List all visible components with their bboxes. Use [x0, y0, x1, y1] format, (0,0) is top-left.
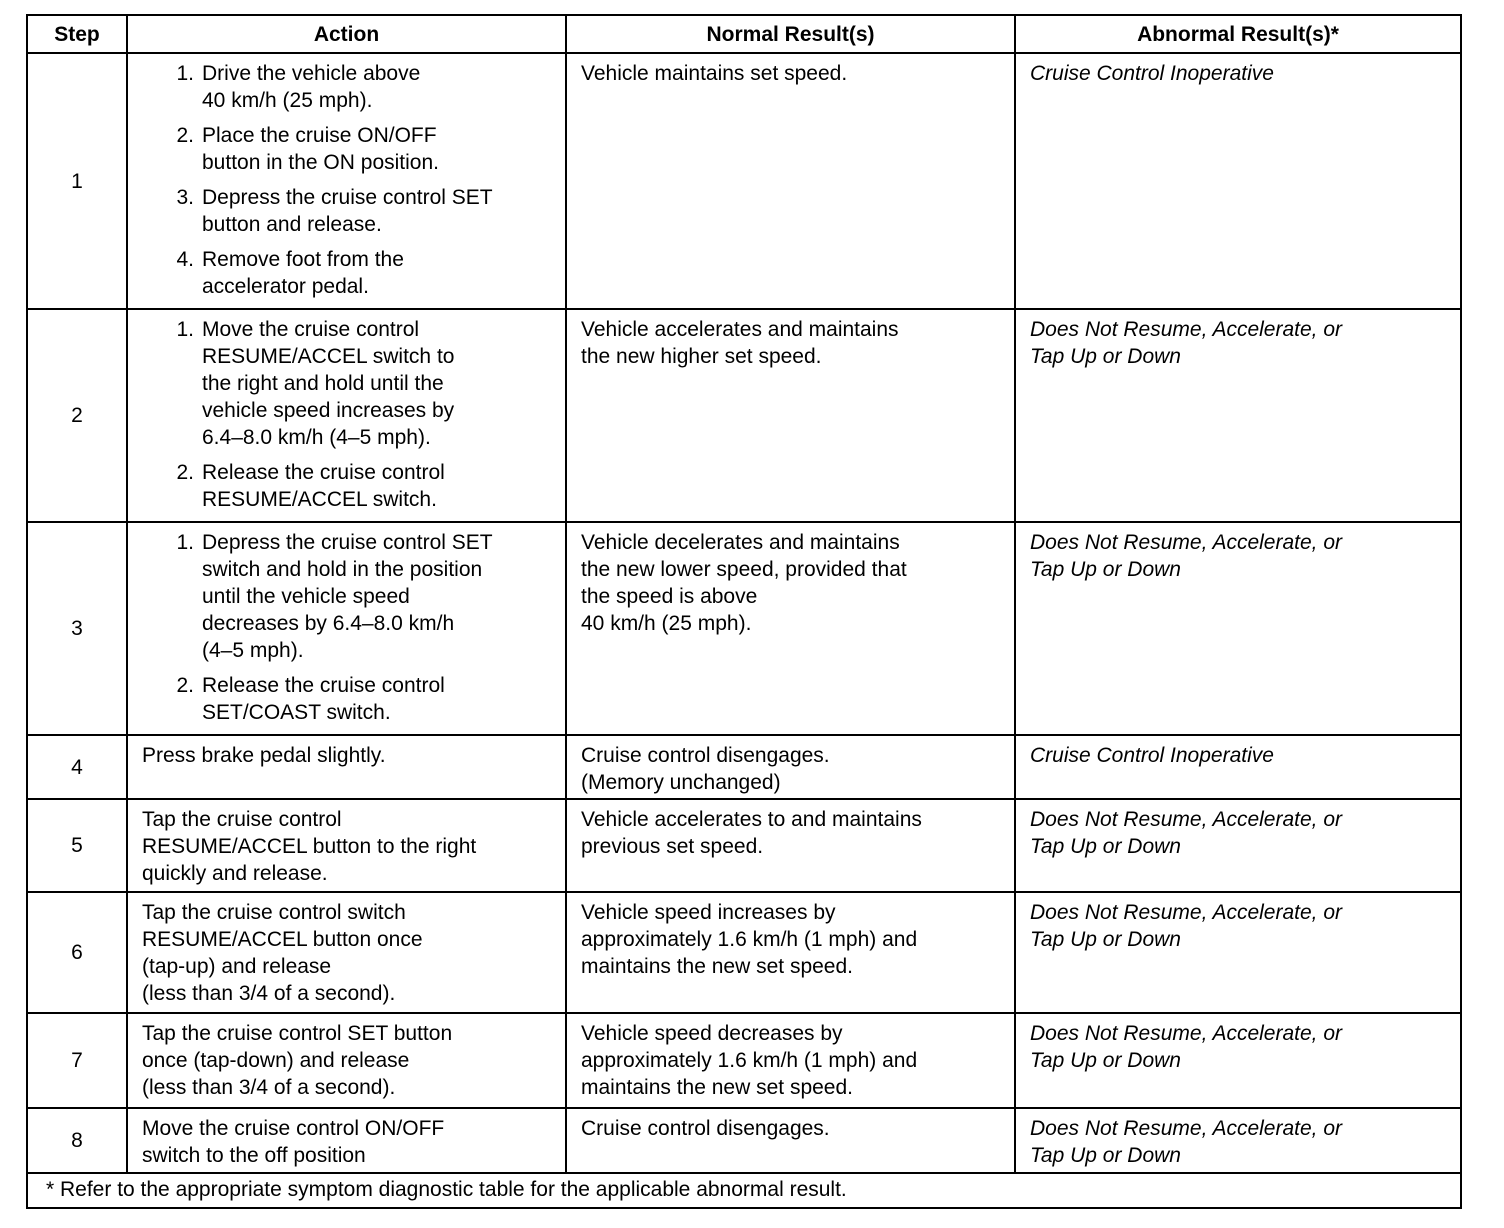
normal-result-text: Vehicle speed decreases by approximately… — [581, 1022, 918, 1099]
footnote-row: * Refer to the appropriate symptom diagn… — [26, 1172, 1462, 1209]
table-row: 1 1. Drive the vehicle above 40 km/h (25 m… — [26, 52, 1462, 310]
action-step: 1. Move the cruise control RESUME/ACCEL s… — [128, 316, 555, 451]
step-text: Release the cruise control RESUME/ACCEL … — [202, 461, 445, 511]
table-row: 4 Press brake pedal slightly. Cruise contr… — [26, 734, 1462, 800]
normal-result-text: Cruise control disengages. — [581, 1117, 830, 1140]
header-normal: Normal Result(s) — [565, 14, 1016, 54]
header-step: Step — [26, 14, 128, 54]
step-cell: 1 — [26, 52, 128, 310]
step-number: 2. — [176, 124, 194, 147]
normal-result-text: Vehicle accelerates to and maintains pre… — [581, 808, 922, 858]
step-cell: 7 — [26, 1012, 128, 1109]
action-step: 1. Depress the cruise control SET switch … — [128, 529, 555, 664]
step-number: 1. — [176, 531, 194, 554]
table-row: 3 1. Depress the cruise control SET switch… — [26, 521, 1462, 736]
action-cell: Tap the cruise control SET button once (… — [126, 1012, 567, 1109]
action-cell: 1. Move the cruise control RESUME/ACCEL s… — [126, 308, 567, 523]
step-cell: 6 — [26, 891, 128, 1014]
abnormal-result-text: Does Not Resume, Accelerate, or Tap Up o… — [1030, 1117, 1343, 1167]
table-row: 5 Tap the cruise control RESUME/ACCEL but… — [26, 798, 1462, 893]
header-abnormal: Abnormal Result(s)* — [1014, 14, 1462, 54]
table-row: 2 1. Move the cruise control RESUME/ACCEL … — [26, 308, 1462, 523]
abnormal-result-cell: Does Not Resume, Accelerate, or Tap Up o… — [1014, 308, 1462, 523]
action-cell: Press brake pedal slightly. — [126, 734, 567, 800]
header-action: Action — [126, 14, 567, 54]
step-text: Depress the cruise control SET button an… — [202, 186, 493, 236]
step-cell: 3 — [26, 521, 128, 736]
abnormal-result-text: Cruise Control Inoperative — [1030, 744, 1274, 767]
action-text: Tap the cruise control RESUME/ACCEL butt… — [142, 808, 477, 885]
step-text: Remove foot from the accelerator pedal. — [202, 248, 404, 298]
normal-result-text: Vehicle decelerates and maintains the ne… — [581, 531, 907, 635]
action-step: 2. Release the cruise control SET/COAST s… — [128, 672, 555, 726]
abnormal-result-text: Does Not Resume, Accelerate, or Tap Up o… — [1030, 531, 1343, 581]
normal-result-cell: Vehicle speed decreases by approximately… — [565, 1012, 1016, 1109]
step-number: 1. — [176, 318, 194, 341]
action-steps: 1. Drive the vehicle above 40 km/h (25 mp… — [128, 54, 565, 300]
abnormal-result-cell: Cruise Control Inoperative — [1014, 52, 1462, 310]
abnormal-result-cell: Does Not Resume, Accelerate, or Tap Up o… — [1014, 1107, 1462, 1174]
action-text: Move the cruise control ON/OFF switch to… — [142, 1117, 445, 1167]
step-number: 4. — [176, 248, 194, 271]
step-number: 1. — [176, 62, 194, 85]
table-row: 7 Tap the cruise control SET button once … — [26, 1012, 1462, 1109]
normal-result-text: Cruise control disengages. (Memory uncha… — [581, 744, 830, 794]
action-cell: Tap the cruise control RESUME/ACCEL butt… — [126, 798, 567, 893]
abnormal-result-cell: Does Not Resume, Accelerate, or Tap Up o… — [1014, 798, 1462, 893]
abnormal-result-text: Does Not Resume, Accelerate, or Tap Up o… — [1030, 318, 1343, 368]
action-text: Tap the cruise control SET button once (… — [142, 1022, 453, 1099]
abnormal-result-text: Cruise Control Inoperative — [1030, 62, 1274, 85]
abnormal-result-cell: Does Not Resume, Accelerate, or Tap Up o… — [1014, 521, 1462, 736]
normal-result-cell: Vehicle accelerates and maintains the ne… — [565, 308, 1016, 523]
abnormal-result-text: Does Not Resume, Accelerate, or Tap Up o… — [1030, 1022, 1343, 1072]
normal-result-cell: Cruise control disengages. (Memory uncha… — [565, 734, 1016, 800]
action-cell: Tap the cruise control switch RESUME/ACC… — [126, 891, 567, 1014]
cruise-control-test-table: Step Action Normal Result(s) Abnormal Re… — [26, 14, 1462, 1209]
step-number: 3. — [176, 186, 194, 209]
normal-result-cell: Vehicle decelerates and maintains the ne… — [565, 521, 1016, 736]
normal-result-cell: Vehicle accelerates to and maintains pre… — [565, 798, 1016, 893]
action-step: 2. Release the cruise control RESUME/ACCE… — [128, 459, 555, 513]
normal-result-cell: Vehicle speed increases by approximately… — [565, 891, 1016, 1014]
action-cell: Move the cruise control ON/OFF switch to… — [126, 1107, 567, 1174]
normal-result-text: Vehicle speed increases by approximately… — [581, 901, 918, 978]
abnormal-result-cell: Does Not Resume, Accelerate, or Tap Up o… — [1014, 891, 1462, 1014]
abnormal-result-text: Does Not Resume, Accelerate, or Tap Up o… — [1030, 901, 1343, 951]
action-step: 4. Remove foot from the accelerator pedal… — [128, 246, 555, 300]
normal-result-cell: Cruise control disengages. — [565, 1107, 1016, 1174]
step-text: Drive the vehicle above 40 km/h (25 mph)… — [202, 62, 421, 112]
action-step: 2. Place the cruise ON/OFF button in the … — [128, 122, 555, 176]
step-number: 2. — [176, 674, 194, 697]
action-text: Tap the cruise control switch RESUME/ACC… — [142, 901, 423, 1005]
abnormal-result-cell: Cruise Control Inoperative — [1014, 734, 1462, 800]
step-number: 2. — [176, 461, 194, 484]
table-row: 6 Tap the cruise control switch RESUME/AC… — [26, 891, 1462, 1014]
abnormal-result-cell: Does Not Resume, Accelerate, or Tap Up o… — [1014, 1012, 1462, 1109]
step-text: Move the cruise control RESUME/ACCEL swi… — [202, 318, 455, 449]
normal-result-text: Vehicle accelerates and maintains the ne… — [581, 318, 899, 368]
action-cell: 1. Depress the cruise control SET switch … — [126, 521, 567, 736]
action-step: 3. Depress the cruise control SET button … — [128, 184, 555, 238]
footnote: * Refer to the appropriate symptom diagn… — [46, 1178, 847, 1201]
step-text: Place the cruise ON/OFF button in the ON… — [202, 124, 439, 174]
action-steps: 1. Move the cruise control RESUME/ACCEL s… — [128, 310, 565, 513]
table-row: 8 Move the cruise control ON/OFF switch t… — [26, 1107, 1462, 1174]
header-row: Step Action Normal Result(s) Abnormal Re… — [26, 14, 1462, 54]
action-steps: 1. Depress the cruise control SET switch … — [128, 523, 565, 726]
abnormal-result-text: Does Not Resume, Accelerate, or Tap Up o… — [1030, 808, 1343, 858]
step-cell: 8 — [26, 1107, 128, 1174]
step-cell: 2 — [26, 308, 128, 523]
step-cell: 5 — [26, 798, 128, 893]
action-text: Press brake pedal slightly. — [142, 744, 386, 767]
step-text: Release the cruise control SET/COAST swi… — [202, 674, 445, 724]
normal-result-cell: Vehicle maintains set speed. — [565, 52, 1016, 310]
step-text: Depress the cruise control SET switch an… — [202, 531, 493, 662]
action-step: 1. Drive the vehicle above 40 km/h (25 mp… — [128, 60, 555, 114]
step-cell: 4 — [26, 734, 128, 800]
normal-result-text: Vehicle maintains set speed. — [581, 62, 848, 85]
action-cell: 1. Drive the vehicle above 40 km/h (25 mp… — [126, 52, 567, 310]
